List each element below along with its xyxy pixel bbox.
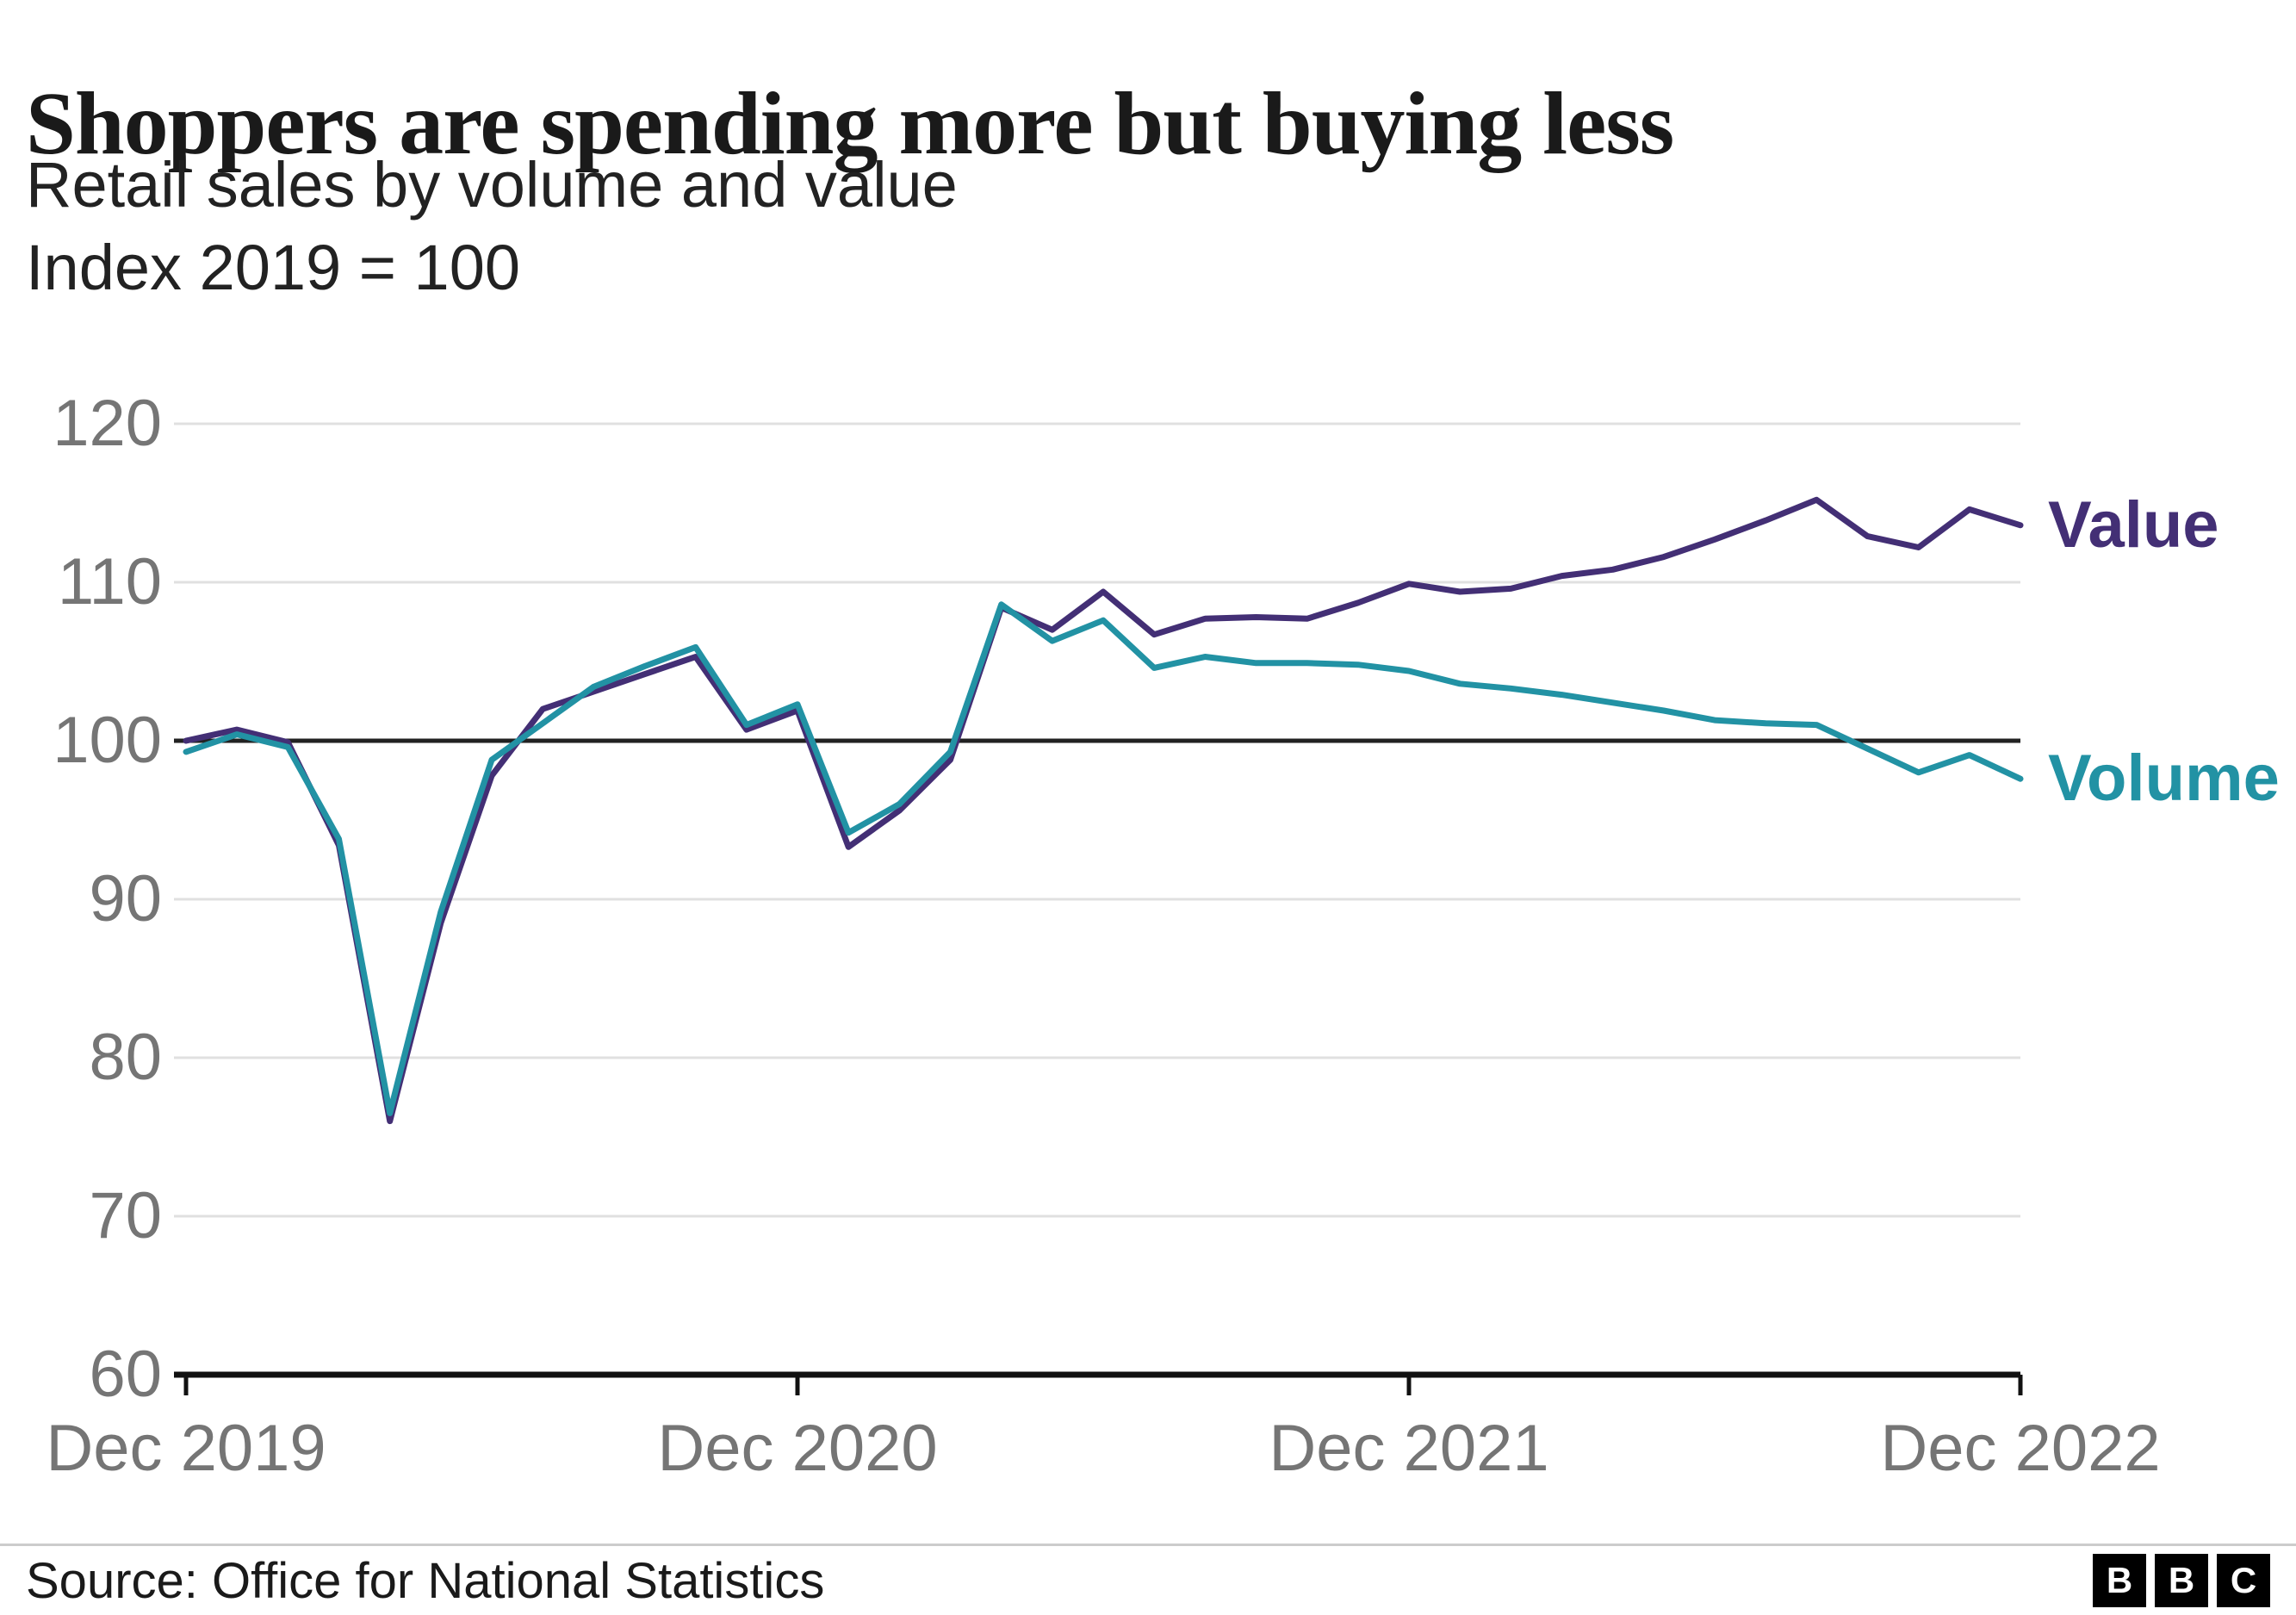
y-tick-label-110: 110: [57, 545, 162, 618]
y-tick-label-120: 120: [53, 387, 162, 460]
chart-index-note: Index 2019 = 100: [26, 232, 521, 303]
y-tick-label-80: 80: [89, 1021, 162, 1094]
series-label-value: Value: [2048, 488, 2219, 562]
bbc-logo-block-b: B: [2093, 1554, 2146, 1607]
y-tick-label-90: 90: [89, 862, 162, 935]
bbc-logo-block-c: C: [2217, 1554, 2270, 1607]
volume-line: [183, 601, 2024, 1116]
source-note: Source: Office for National Statistics: [26, 1552, 825, 1609]
y-tick-label-70: 70: [89, 1179, 162, 1252]
value-line: [183, 496, 2024, 1125]
chart-subtitle: Retail sales by volume and value: [26, 149, 958, 221]
x-tick-label-dec-2020: Dec 2020: [657, 1412, 938, 1485]
x-tick-label-dec-2019: Dec 2019: [46, 1412, 326, 1485]
x-tick-label-dec-2021: Dec 2021: [1269, 1412, 1549, 1485]
footer: Source: Office for National Statistics B…: [0, 1544, 2296, 1615]
chart-title: Shoppers are spending more but buying le…: [26, 73, 1674, 173]
y-tick-label-100: 100: [53, 704, 162, 777]
x-tick-label-dec-2022: Dec 2022: [1880, 1412, 2161, 1485]
y-tick-label-60: 60: [89, 1338, 162, 1411]
bbc-logo-block-b: B: [2155, 1554, 2208, 1607]
series-label-volume: Volume: [2048, 742, 2280, 816]
